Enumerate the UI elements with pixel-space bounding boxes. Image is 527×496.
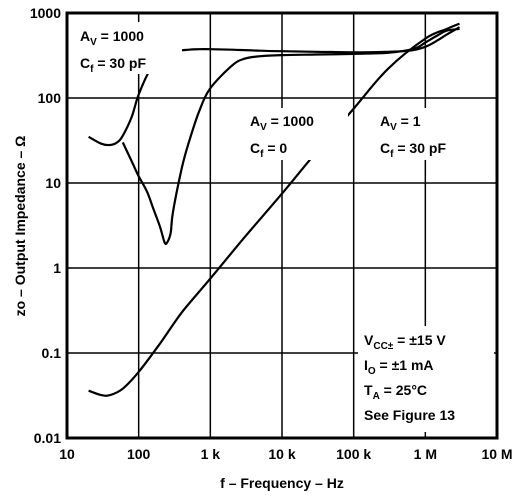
annotation-line: Cf = 30 pF bbox=[80, 55, 146, 75]
annotation-line: See Figure 13 bbox=[364, 407, 455, 423]
x-tick-label: 100 bbox=[127, 446, 151, 462]
y-tick-label: 100 bbox=[38, 90, 62, 106]
annotation-av1000-cf0: AV = 1000 Cf = 0 bbox=[246, 108, 348, 160]
x-tick-label: 10 k bbox=[268, 446, 295, 462]
annotation-line: AV = 1000 bbox=[80, 28, 144, 48]
annotation-line: AV = 1000 bbox=[250, 113, 314, 133]
annotation-line: Cf = 30 pF bbox=[380, 140, 446, 160]
plot-frame bbox=[65, 11, 499, 440]
x-tick-label: 10 bbox=[59, 446, 75, 462]
x-tick-label: 1 k bbox=[201, 446, 221, 462]
tick-labels: 10 100 1 k 10 k 100 k 1 M 10 M 0.01 0.1 1 10 100 100… bbox=[30, 5, 513, 462]
annotation-line: TA = 25°C bbox=[364, 382, 427, 402]
annotation-background bbox=[376, 108, 474, 160]
x-axis-title: f – Frequency – Hz bbox=[220, 475, 344, 491]
y-tick-label: 0.01 bbox=[34, 430, 61, 446]
annotation-background bbox=[358, 326, 494, 432]
y-tick-label: 0.1 bbox=[42, 345, 62, 361]
annotation-conditions: VCC± = ±15 V IO = ±1 mA TA = 25°C See Fi… bbox=[358, 326, 494, 432]
annotation-av1000-cf30pf: AV = 1000 Cf = 30 pF bbox=[76, 22, 182, 75]
y-tick-label: 1 bbox=[53, 260, 61, 276]
x-tick-label: 1 M bbox=[414, 446, 437, 462]
annotation-line: Cf = 0 bbox=[250, 140, 287, 160]
y-tick-label: 1000 bbox=[30, 5, 61, 21]
x-tick-label: 10 M bbox=[481, 446, 512, 462]
annotation-av1-cf30pf: AV = 1 Cf = 30 pF bbox=[376, 108, 474, 160]
series-line-av1-cf30 bbox=[88, 22, 460, 397]
x-tick-label: 100 k bbox=[336, 446, 371, 462]
annotation-line: IO = ±1 mA bbox=[364, 357, 434, 377]
curves bbox=[88, 22, 461, 397]
annotation-background bbox=[246, 108, 348, 160]
y-tick-label: 10 bbox=[45, 175, 61, 191]
y-axis-title: zo – Output Impedance – Ω bbox=[12, 136, 28, 317]
annotation-line: VCC± = ±15 V bbox=[364, 332, 446, 352]
annotation-background bbox=[76, 22, 182, 74]
annotation-line: AV = 1 bbox=[380, 113, 421, 133]
